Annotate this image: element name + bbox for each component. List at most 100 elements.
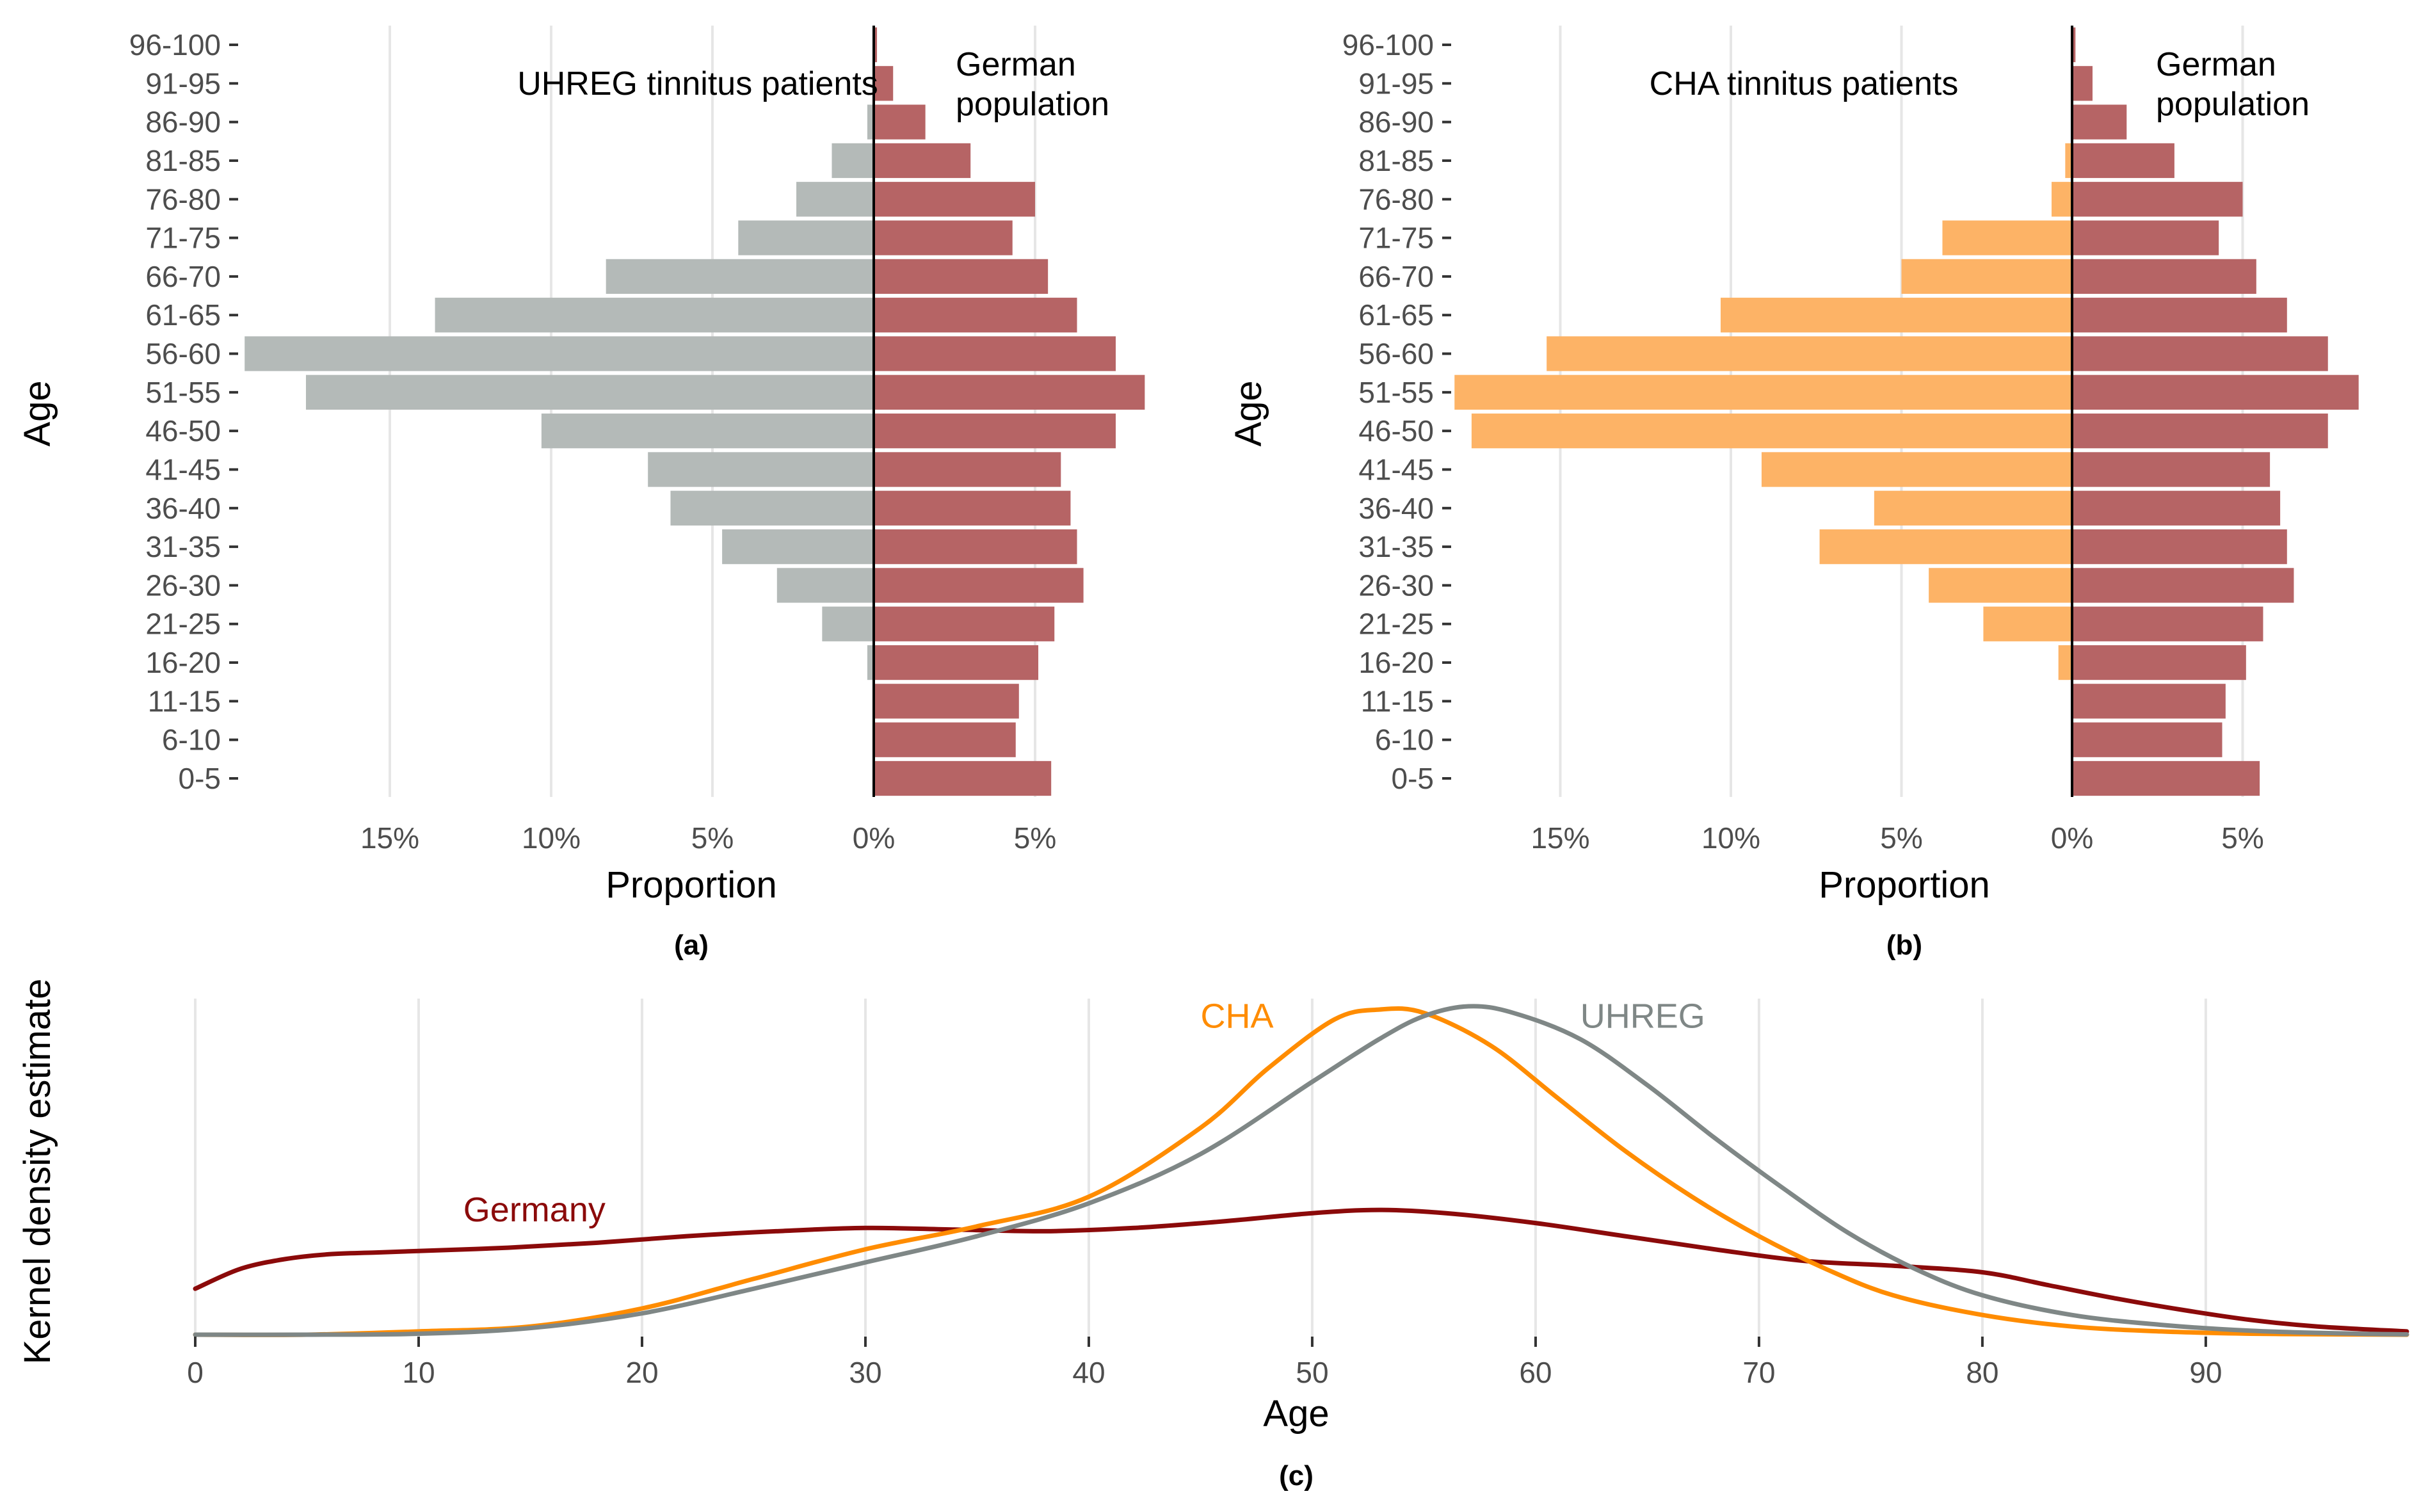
panel-b-bar-left-51-55 [1454,374,2072,410]
panel-a-bar-left-16-20 [867,645,874,680]
panel-c-x-tick-label: 80 [1966,1356,1998,1389]
panel-b-bar-left-21-25 [1983,606,2072,641]
panel-c-x-tick-label: 20 [625,1356,658,1389]
panel-a-pyramid: 0-5 6-10 11-15 16-20 21-25 26-30 31-35 36-40 41-… [17,26,1145,961]
panel-a-bar-right-51-55 [874,374,1145,410]
panel-a-bar-right-36-40 [874,490,1071,526]
panel-b-bar-right-56-60 [2072,336,2328,371]
panel-b-y-tick-label: 76-80 [1358,182,1434,216]
panel-b-bar-right-6-10 [2072,722,2222,757]
panel-c-y-title: Kernel density estimate [17,979,58,1365]
panel-a-y-tick-label: 6-10 [162,723,221,757]
panel-b-y-tick-label: 46-50 [1358,414,1434,447]
panel-b-x-tick-label: 5% [2221,821,2263,855]
panel-b-left-label: CHA tinnitus patients [1650,65,1959,102]
panel-b-y-title: Age [1228,380,1269,446]
panel-a-x-tick-label: 10% [522,821,581,855]
panel-a-y-tick-label: 41-45 [145,453,221,486]
panel-c-x-tick-label: 50 [1296,1356,1328,1389]
panel-a-x-tick-label: 15% [360,821,419,855]
panel-b-bar-left-61-65 [1721,298,2072,333]
panel-b-bar-right-21-25 [2072,606,2263,641]
panel-b-y-tick-label: 36-40 [1358,492,1434,525]
panel-a-bar-right-56-60 [874,336,1116,371]
panel-a-bar-right-76-80 [874,182,1035,217]
panel-a-x-title: Proportion [606,864,777,906]
panel-b-caption: (b) [1886,929,1922,961]
panel-a-bar-right-21-25 [874,606,1055,641]
panel-a-caption: (a) [674,929,709,961]
panel-b-y-tick-label: 96-100 [1342,28,1434,61]
panel-a-y-tick-label: 81-85 [145,144,221,177]
panel-b-y-tick-label: 41-45 [1358,453,1434,486]
panel-b-right-label: German population [2156,46,2310,123]
panel-a-bar-right-66-70 [874,259,1049,294]
panel-b-y-tick-label: 56-60 [1358,337,1434,371]
panel-b-y-tick-label: 91-95 [1358,67,1434,100]
panel-b-x-tick-label: 0% [2051,821,2093,855]
panel-b-y-tick-label: 6-10 [1375,723,1434,757]
panel-b-x-tick-label: 10% [1701,821,1760,855]
panel-c-curve-uhreg [193,1004,2409,1337]
panel-a-bar-left-81-85 [832,143,874,179]
panel-a-left-label: UHREG tinnitus patients [517,65,878,102]
panel-b-bar-right-96-100 [2072,27,2076,63]
panel-a-bar-right-0-5 [874,760,1052,796]
panel-b-bar-right-41-45 [2072,452,2270,487]
panel-b-bar-left-26-30 [1929,568,2072,603]
panel-b-bar-right-16-20 [2072,645,2246,680]
panel-a-bar-left-21-25 [822,606,874,641]
panel-c-x-tick-label: 0 [187,1356,204,1389]
panel-a-y-tick-label: 21-25 [145,607,221,641]
panel-c-x-tick-label: 90 [2189,1356,2222,1389]
panel-b-y-tick-label: 31-35 [1358,530,1434,563]
panel-b-bar-right-61-65 [2072,298,2287,333]
panel-a-x-tick-label: 0% [853,821,895,855]
panel-b-x-tick-label: 15% [1531,821,1589,855]
panel-b-bar-right-0-5 [2072,760,2260,796]
panel-a-y-title: Age [17,380,58,446]
panel-a-bar-right-41-45 [874,452,1061,487]
panel-b-bar-right-91-95 [2072,66,2093,101]
panel-a-bar-right-91-95 [874,66,894,101]
panel-b-y-tick-label: 81-85 [1358,144,1434,177]
panel-a-bar-left-66-70 [606,259,874,294]
panel-a-right-label: German population [956,46,1109,123]
panel-c-curve-cha [193,1006,2409,1337]
panel-a-bar-left-56-60 [245,336,874,371]
panel-b-y-tick-label: 51-55 [1358,376,1434,409]
panel-a-bar-left-76-80 [796,182,874,217]
panel-a-bar-right-86-90 [874,104,926,140]
panel-c-x-tick-label: 10 [402,1356,435,1389]
panel-c-x-tick-label: 30 [849,1356,881,1389]
panel-b-y-tick-label: 86-90 [1358,106,1434,139]
panel-a-y-tick-label: 0-5 [179,762,221,795]
panel-a-y-tick-label: 16-20 [145,646,221,679]
panel-b-pyramid: 0-5 6-10 11-15 16-20 21-25 26-30 31-35 36-40 41-… [1228,26,2359,961]
panel-c-density: Germany CHA UHREG 0 10 20 30 40 50 60 70 80 90 Kern… [17,979,2409,1492]
panel-a-bar-left-36-40 [670,490,874,526]
panel-b-y-tick-label: 61-65 [1358,298,1434,332]
panel-a-bar-right-11-15 [874,684,1019,719]
panel-a-bar-left-86-90 [867,104,874,140]
panel-a-y-tick-label: 76-80 [145,182,221,216]
panel-a-bar-left-71-75 [738,220,874,255]
panel-b-y-tick-label: 16-20 [1358,646,1434,679]
panel-a-y-tick-label: 36-40 [145,492,221,525]
panel-b-bar-right-71-75 [2072,220,2219,255]
panel-b-bar-left-76-80 [2052,182,2072,217]
panel-b-y-tick-label: 21-25 [1358,607,1434,641]
panel-a-y-tick-label: 51-55 [145,376,221,409]
panel-a-y-tick-label: 31-35 [145,530,221,563]
panel-b-y-tick-label: 11-15 [1361,684,1434,718]
panel-a-y-tick-label: 56-60 [145,337,221,371]
panel-a-bar-left-46-50 [541,414,874,449]
panel-c-label-germany: Germany [463,1191,606,1229]
panel-a-bar-right-46-50 [874,414,1116,449]
panel-c-x-tick-label: 60 [1519,1356,1552,1389]
panel-b-y-tick-label: 26-30 [1358,568,1434,602]
panel-c-label-uhreg: UHREG [1580,997,1705,1035]
panel-a-bar-right-31-35 [874,529,1077,565]
panel-c-curve-germany [193,1207,2409,1334]
